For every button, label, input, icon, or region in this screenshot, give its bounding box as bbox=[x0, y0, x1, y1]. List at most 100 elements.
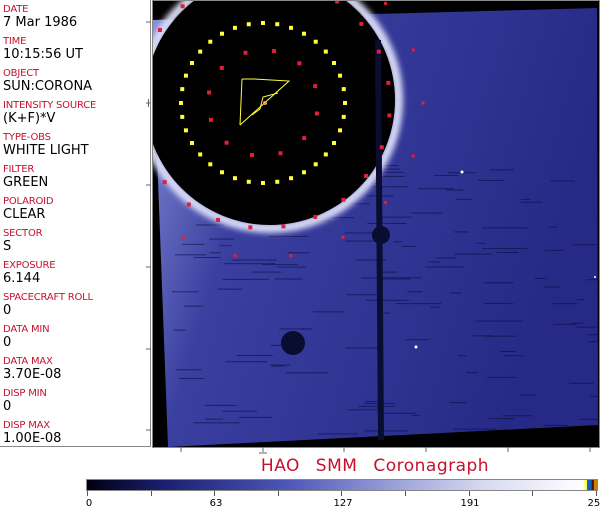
streak bbox=[446, 189, 464, 191]
streak bbox=[411, 414, 421, 416]
streak bbox=[417, 188, 455, 190]
field-label: SECTOR bbox=[3, 228, 43, 239]
streak bbox=[484, 302, 514, 304]
field-value: 0 bbox=[3, 399, 12, 414]
streak bbox=[222, 410, 257, 412]
grid-dot bbox=[162, 180, 167, 185]
streak bbox=[401, 245, 416, 247]
streak bbox=[393, 241, 403, 243]
grid-dot bbox=[219, 65, 224, 70]
field-value: 0 bbox=[3, 303, 12, 318]
streak bbox=[369, 186, 409, 188]
grid-dot bbox=[338, 73, 343, 78]
streak bbox=[411, 212, 443, 214]
streak bbox=[179, 377, 205, 379]
coronagraph-image bbox=[152, 0, 600, 448]
streak bbox=[520, 201, 543, 203]
colorbar-tick bbox=[214, 491, 216, 496]
streak bbox=[482, 247, 528, 249]
field-exposure: EXPOSURE 6.144 bbox=[3, 260, 56, 286]
grid-dot bbox=[179, 101, 183, 105]
grid-dot bbox=[364, 173, 369, 178]
streak bbox=[395, 303, 442, 305]
field-intensity-source: INTENSITY SOURCE (K+F)*V bbox=[3, 100, 96, 126]
streak bbox=[219, 245, 232, 247]
grid-dot bbox=[411, 48, 415, 52]
grid-dot bbox=[183, 128, 188, 133]
grid-dot bbox=[157, 28, 162, 33]
center-marker bbox=[263, 101, 267, 105]
grid-dot bbox=[275, 22, 280, 27]
streak bbox=[356, 259, 387, 261]
grid-dot bbox=[314, 111, 319, 116]
grid-dot bbox=[271, 49, 276, 54]
streak bbox=[545, 249, 564, 251]
grid-dot bbox=[302, 170, 306, 175]
streak bbox=[428, 261, 440, 263]
colorbar-tick bbox=[405, 491, 406, 496]
streak bbox=[499, 350, 516, 352]
field-label: POLAROID bbox=[3, 196, 54, 207]
grid-dot bbox=[233, 254, 237, 258]
field-label: DATA MIN bbox=[3, 324, 50, 335]
grid-dot bbox=[384, 201, 388, 205]
colorbar-tick bbox=[468, 491, 470, 496]
streak bbox=[361, 277, 380, 279]
streak bbox=[466, 372, 478, 374]
grid-dot bbox=[341, 197, 346, 202]
streak bbox=[193, 422, 240, 424]
streak bbox=[302, 328, 313, 330]
grid-dot bbox=[343, 101, 347, 105]
field-label: DISP MIN bbox=[3, 388, 47, 399]
grid-dot bbox=[246, 22, 251, 27]
streak bbox=[312, 311, 344, 313]
grid-dot bbox=[220, 31, 224, 36]
field-value: 1.00E-08 bbox=[3, 431, 62, 446]
colorbar-tick bbox=[595, 491, 597, 496]
colorbar-tick bbox=[87, 491, 88, 496]
grid-dot bbox=[216, 217, 221, 222]
colorbar-label: 127 bbox=[333, 498, 353, 509]
streak bbox=[209, 238, 235, 240]
field-label: TYPE-OBS bbox=[3, 132, 51, 143]
field-disp-max: DISP MAX 1.00E-08 bbox=[3, 420, 61, 446]
field-value: WHITE LIGHT bbox=[3, 143, 89, 158]
grid-dot bbox=[232, 25, 237, 30]
field-value: SUN:CORONA bbox=[3, 79, 93, 94]
pylon-blob bbox=[372, 226, 390, 244]
streak bbox=[365, 401, 378, 403]
grid-dot bbox=[275, 179, 280, 184]
grid-dot bbox=[302, 31, 306, 36]
grid-dot bbox=[261, 21, 265, 25]
streak bbox=[173, 329, 186, 331]
streak bbox=[503, 355, 523, 357]
streak bbox=[578, 418, 600, 420]
streak bbox=[379, 165, 399, 167]
grid-dot bbox=[376, 49, 381, 54]
streak bbox=[367, 222, 407, 224]
colorbar-label: 0 bbox=[85, 498, 93, 509]
streak bbox=[222, 278, 269, 280]
streak bbox=[550, 180, 575, 182]
colorbar bbox=[86, 479, 598, 491]
streak bbox=[364, 430, 408, 432]
grid-dot bbox=[313, 84, 318, 89]
grid-dot bbox=[208, 117, 213, 122]
streak bbox=[285, 372, 328, 374]
triangle-inner bbox=[251, 92, 279, 116]
field-label: OBJECT bbox=[3, 68, 39, 79]
streak bbox=[476, 242, 486, 244]
streak bbox=[172, 291, 199, 293]
colorbar-label: 191 bbox=[460, 498, 480, 509]
field-label: INTENSITY SOURCE bbox=[3, 100, 97, 111]
streak bbox=[344, 232, 384, 234]
streak bbox=[381, 412, 417, 414]
streak bbox=[238, 416, 272, 418]
grid-dot bbox=[302, 136, 307, 141]
grid-dot bbox=[243, 50, 248, 55]
grid-dot bbox=[186, 202, 191, 207]
star bbox=[460, 170, 464, 174]
streak bbox=[588, 341, 600, 343]
streak bbox=[251, 271, 282, 273]
field-label: TIME bbox=[3, 36, 27, 47]
